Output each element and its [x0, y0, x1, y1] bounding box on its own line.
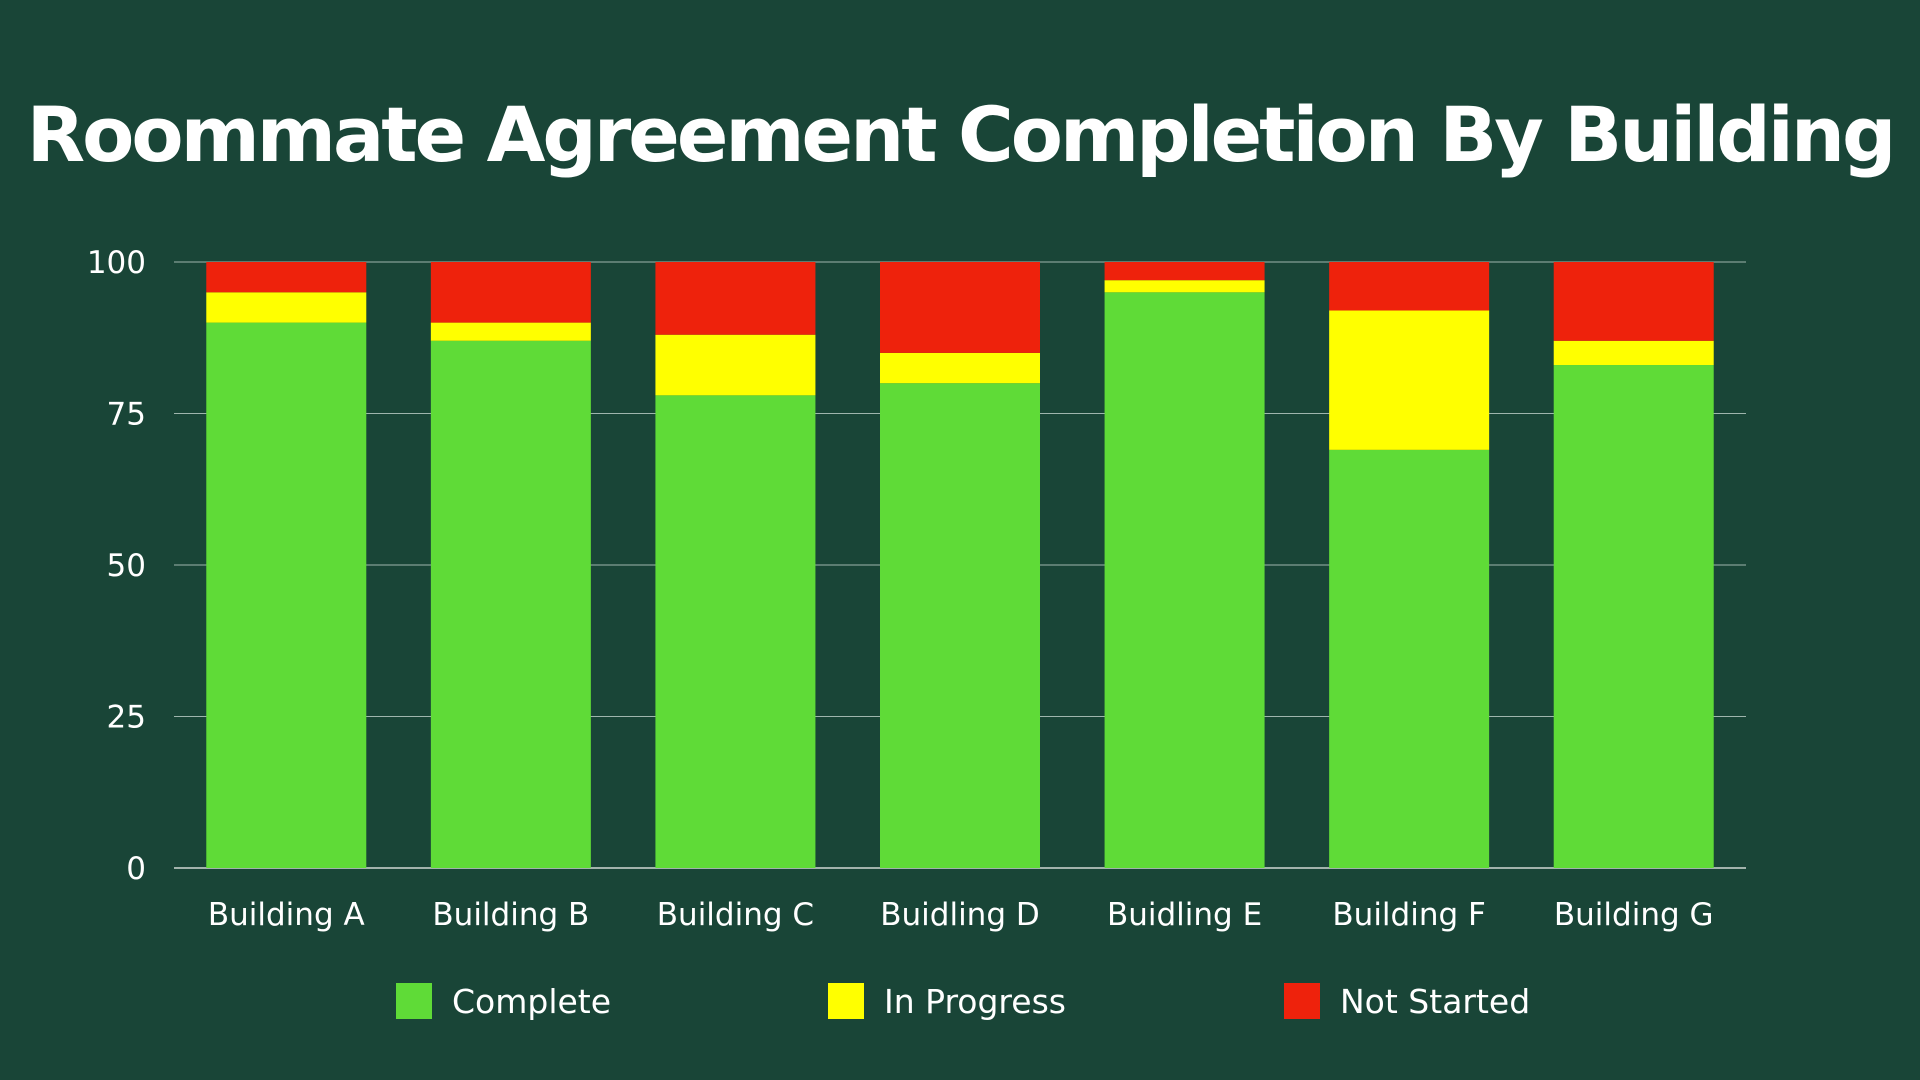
y-tick-label: 100: [87, 245, 146, 281]
bar-segment-complete: [430, 340, 591, 868]
bar-segment-complete: [1553, 365, 1714, 868]
legend-label: Complete: [452, 982, 611, 1021]
legend: Complete In Progress Not Started: [396, 982, 1530, 1021]
bars: [206, 262, 1714, 869]
legend-item-complete: Complete: [396, 982, 611, 1021]
y-axis: 0 25 50 75 100: [87, 245, 146, 887]
x-tick-label: Building C: [657, 897, 814, 933]
bar-segment-not-started: [880, 262, 1040, 353]
bar-segment-not-started: [1104, 262, 1265, 281]
bar-stack: [206, 262, 367, 869]
bar-segment-not-started: [1553, 262, 1714, 341]
x-tick-label: Building A: [208, 897, 365, 933]
chart-title: Roommate Agreement Completion By Buildin…: [26, 90, 1897, 179]
bar-segment-not-started: [1329, 262, 1490, 311]
bar-stack: [1553, 262, 1714, 868]
bar-segment-in-progress: [430, 322, 591, 341]
bar-segment-in-progress: [1553, 340, 1714, 366]
x-axis: Building A Building B Building C Buidling D…: [208, 897, 1714, 933]
y-tick-label: 50: [107, 548, 146, 584]
bar-stack: [655, 262, 816, 868]
x-tick-label: Building G: [1554, 897, 1714, 933]
bar-stack: [1329, 262, 1490, 868]
bar-stack: [880, 262, 1040, 868]
bar-segment-not-started: [206, 262, 367, 293]
y-tick-label: 0: [126, 851, 146, 887]
x-tick-label: Building B: [432, 897, 589, 933]
bar-segment-not-started: [430, 262, 591, 323]
bar-segment-in-progress: [1329, 310, 1490, 450]
y-tick-label: 75: [107, 397, 146, 433]
bar-segment-complete: [655, 395, 816, 868]
bar-stack: [430, 262, 591, 868]
bar-segment-in-progress: [1104, 280, 1265, 293]
bar-segment-complete: [206, 322, 367, 869]
y-tick-label: 25: [107, 700, 146, 736]
bar-segment-complete: [880, 383, 1040, 868]
legend-label: In Progress: [884, 982, 1066, 1021]
legend-swatch: [1284, 983, 1320, 1019]
legend-label: Not Started: [1340, 982, 1530, 1021]
legend-swatch: [828, 983, 864, 1019]
legend-item-in-progress: In Progress: [828, 982, 1066, 1021]
bar-segment-in-progress: [880, 352, 1040, 384]
x-tick-label: Buidling D: [880, 897, 1039, 933]
x-tick-label: Building F: [1332, 897, 1485, 933]
bar-segment-complete: [1104, 292, 1265, 868]
bar-segment-in-progress: [206, 292, 367, 323]
x-tick-label: Buidling E: [1107, 897, 1262, 933]
bar-segment-complete: [1329, 449, 1490, 868]
legend-item-not-started: Not Started: [1284, 982, 1530, 1021]
bar-segment-in-progress: [655, 334, 816, 396]
bar-stack: [1104, 262, 1265, 868]
legend-swatch: [396, 983, 432, 1019]
bar-segment-not-started: [655, 262, 816, 335]
